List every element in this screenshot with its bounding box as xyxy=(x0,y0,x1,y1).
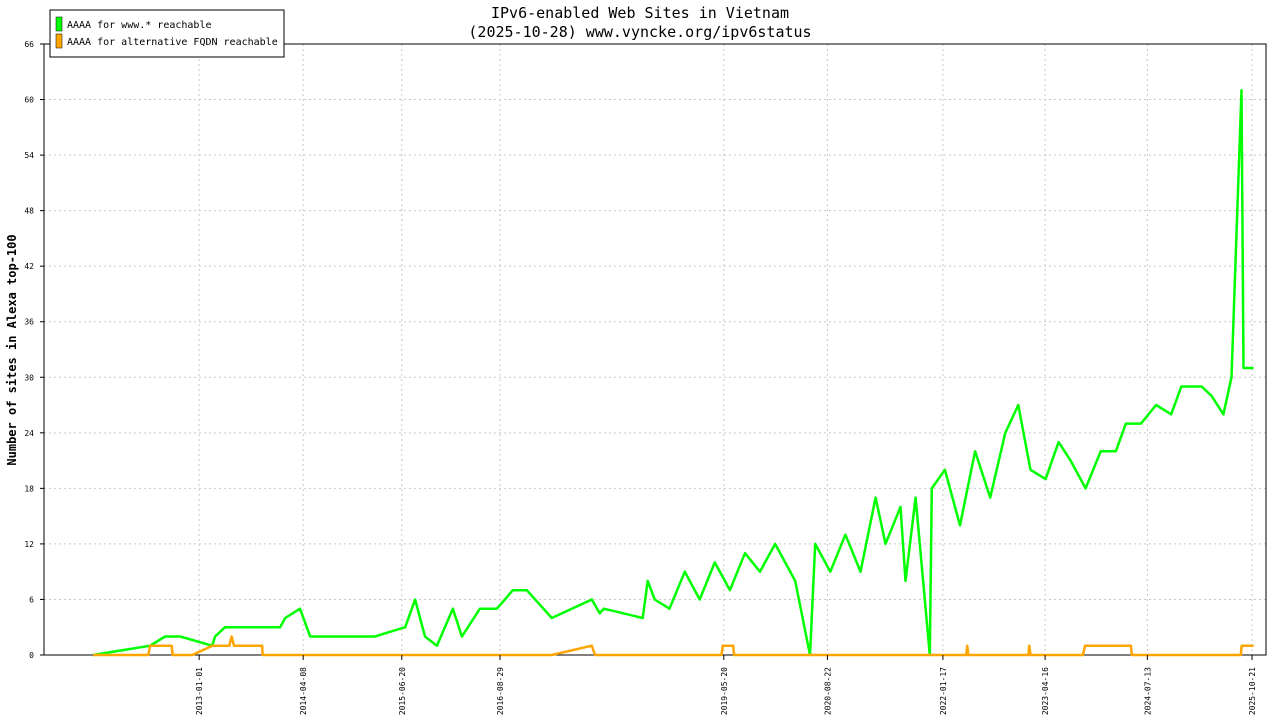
x-tick-label: 2022-01-17 xyxy=(939,667,948,715)
y-tick-label: 24 xyxy=(24,429,34,438)
grid xyxy=(44,43,1266,656)
legend-box xyxy=(49,9,285,58)
x-tick-label: 2024-07-13 xyxy=(1143,667,1152,715)
x-tick-label: 2016-08-29 xyxy=(496,667,505,715)
series-line xyxy=(93,635,1254,657)
chart-subtitle: (2025-10-28) www.vyncke.org/ipv6status xyxy=(468,23,811,41)
legend-label: AAAA for alternative FQDN reachable xyxy=(67,37,278,48)
y-tick-label: 36 xyxy=(24,318,34,327)
x-tick-label: 2019-05-20 xyxy=(720,667,729,715)
legend: AAAA for www.* reachable AAAA for alterna… xyxy=(49,9,285,58)
x-tick-label: 2015-06-20 xyxy=(398,667,407,715)
y-tick-label: 54 xyxy=(24,151,34,160)
plot-area xyxy=(92,89,1254,657)
y-tick-label: 0 xyxy=(29,651,34,660)
y-tick-label: 30 xyxy=(24,373,34,382)
y-tick-label: 60 xyxy=(24,96,34,105)
y-tick-label: 6 xyxy=(29,595,34,604)
y-tick-label: 42 xyxy=(24,262,34,271)
x-tick-label: 2014-04-08 xyxy=(299,667,308,715)
legend-label: AAAA for www.* reachable xyxy=(67,20,212,31)
chart-title: IPv6-enabled Web Sites in Vietnam xyxy=(491,4,789,22)
y-tick-label: 12 xyxy=(24,540,34,549)
y-tick-label: 48 xyxy=(24,207,34,216)
series-line xyxy=(92,89,1254,657)
x-tick-label: 2025-10-21 xyxy=(1248,667,1257,715)
y-tick-label: 18 xyxy=(24,484,34,493)
y-tick-label: 66 xyxy=(24,40,34,49)
x-tick-label: 2013-01-01 xyxy=(195,667,204,715)
x-tick-label: 2020-08-22 xyxy=(823,667,832,715)
y-axis-label: Number of sites in Alexa top-100 xyxy=(5,234,19,465)
legend-swatch xyxy=(55,33,63,49)
x-tick-label: 2023-04-16 xyxy=(1041,667,1050,715)
legend-swatch xyxy=(55,16,63,32)
